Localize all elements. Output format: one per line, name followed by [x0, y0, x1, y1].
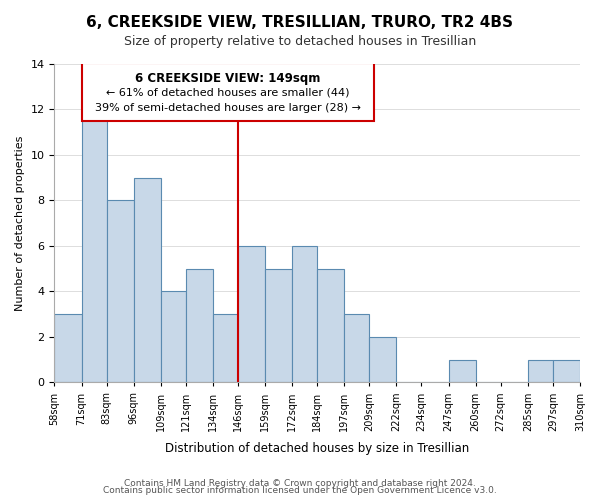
Bar: [553, 360, 580, 382]
Bar: [55, 314, 82, 382]
Bar: [265, 268, 292, 382]
Bar: [238, 246, 265, 382]
Text: 6, CREEKSIDE VIEW, TRESILLIAN, TRURO, TR2 4BS: 6, CREEKSIDE VIEW, TRESILLIAN, TRURO, TR…: [86, 15, 514, 30]
Bar: [213, 314, 238, 382]
Bar: [317, 268, 344, 382]
Bar: [370, 337, 397, 382]
Bar: [134, 178, 161, 382]
Bar: [161, 292, 186, 382]
Bar: [449, 360, 476, 382]
Bar: [528, 360, 553, 382]
Bar: [82, 110, 107, 382]
Text: 39% of semi-detached houses are larger (28) →: 39% of semi-detached houses are larger (…: [95, 102, 361, 113]
Text: ← 61% of detached houses are smaller (44): ← 61% of detached houses are smaller (44…: [106, 88, 349, 98]
Text: Contains HM Land Registry data © Crown copyright and database right 2024.: Contains HM Land Registry data © Crown c…: [124, 478, 476, 488]
Text: Contains public sector information licensed under the Open Government Licence v3: Contains public sector information licen…: [103, 486, 497, 495]
FancyBboxPatch shape: [82, 63, 374, 121]
Text: Size of property relative to detached houses in Tresillian: Size of property relative to detached ho…: [124, 35, 476, 48]
Y-axis label: Number of detached properties: Number of detached properties: [15, 136, 25, 311]
Bar: [344, 314, 370, 382]
Bar: [292, 246, 317, 382]
X-axis label: Distribution of detached houses by size in Tresillian: Distribution of detached houses by size …: [165, 442, 469, 455]
Text: 6 CREEKSIDE VIEW: 149sqm: 6 CREEKSIDE VIEW: 149sqm: [135, 72, 320, 85]
Bar: [107, 200, 134, 382]
Bar: [186, 268, 213, 382]
